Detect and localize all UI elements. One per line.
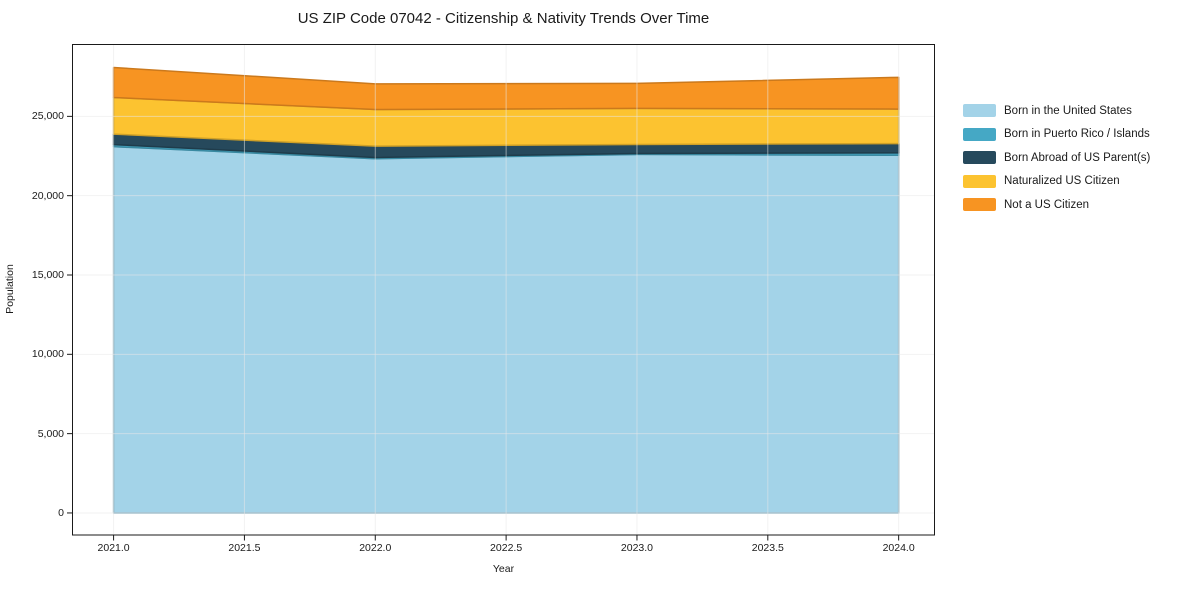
y-tick-label: 5,000 [37,427,64,440]
legend-item-born-abroad-of-us-parent-s: Born Abroad of US Parent(s) [963,151,1150,164]
x-tick-label: 2024.0 [882,542,915,554]
legend-swatch-icon [963,198,996,211]
y-tick-label: 15,000 [31,268,64,281]
y-tick-label: 10,000 [31,348,64,361]
legend-item-born-in-the-united-states: Born in the United States [963,104,1150,117]
legend-label: Born in Puerto Rico / Islands [1004,128,1150,140]
plot-border [72,44,935,536]
legend-label: Naturalized US Citizen [1004,175,1120,187]
legend-label: Born in the United States [1004,104,1132,117]
legend-item-naturalized-us-citizen: Naturalized US Citizen [963,174,1150,188]
x-tick-label: 2023.0 [620,542,654,554]
x-tick-label: 2022.0 [359,542,392,554]
legend-label: Not a US Citizen [1004,198,1090,211]
legend-label: Born Abroad of US Parent(s) [1004,151,1151,164]
legend-swatch-icon [963,104,996,117]
legend-swatch-icon [963,127,996,141]
x-axis-label: Year [492,563,515,575]
x-tick-label: 2021.5 [228,542,261,554]
x-tick-label: 2023.5 [751,542,784,554]
x-tick-label: 2021.0 [97,542,130,554]
x-tick-label: 2022.5 [490,542,523,554]
legend-item-not-a-us-citizen: Not a US Citizen [963,198,1150,211]
chart-title: US ZIP Code 07042 - Citizenship & Nativi… [297,10,710,27]
legend: Born in the United States Born in Puerto … [963,104,1150,211]
y-tick-label: 0 [58,506,64,519]
y-tick-label: 20,000 [31,189,64,202]
legend-swatch-icon [963,151,996,164]
legend-swatch-icon [963,174,996,188]
legend-item-born-in-puerto-rico-islands: Born in Puerto Rico / Islands [963,127,1150,141]
y-tick-label: 25,000 [31,110,64,123]
